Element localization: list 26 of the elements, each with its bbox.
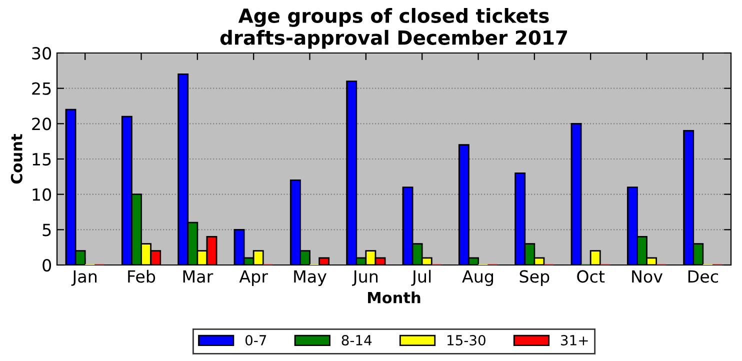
y-tick-label: 10: [32, 188, 52, 201]
y-axis-title: Count: [10, 134, 22, 184]
x-tick-label: Aug: [462, 270, 494, 286]
x-tick-label: Jan: [71, 270, 97, 286]
x-tick-label: Feb: [128, 270, 156, 283]
legend-label: 0-7: [245, 334, 266, 346]
x-tick-label: Nov: [632, 270, 663, 283]
y-tick-label: 15: [32, 153, 51, 166]
x-tick-label: Jun: [352, 270, 378, 286]
y-tick-label: 20: [32, 118, 52, 130]
x-tick-label: Oct: [577, 270, 605, 283]
x-tick-label: Apr: [239, 270, 268, 286]
x-tick-label: Jul: [411, 270, 431, 286]
x-tick-label: Sep: [520, 270, 550, 286]
x-tick-label: May: [294, 270, 326, 286]
legend-label: 8-14: [342, 334, 372, 346]
y-tick-label: 30: [32, 46, 52, 60]
chart-title: Age groups of closed tickets drafts-approval December 2017: [220, 8, 567, 49]
y-tick-label: 25: [32, 82, 51, 95]
x-tick-label: Dec: [688, 270, 718, 283]
y-tick-label: 0: [42, 258, 52, 272]
x-axis-title: Month: [368, 292, 420, 304]
legend-label: 15-30: [448, 334, 486, 346]
legend-label: 31+: [561, 334, 588, 346]
x-tick-label: Mar: [183, 270, 214, 283]
y-tick-label: 5: [42, 224, 51, 236]
